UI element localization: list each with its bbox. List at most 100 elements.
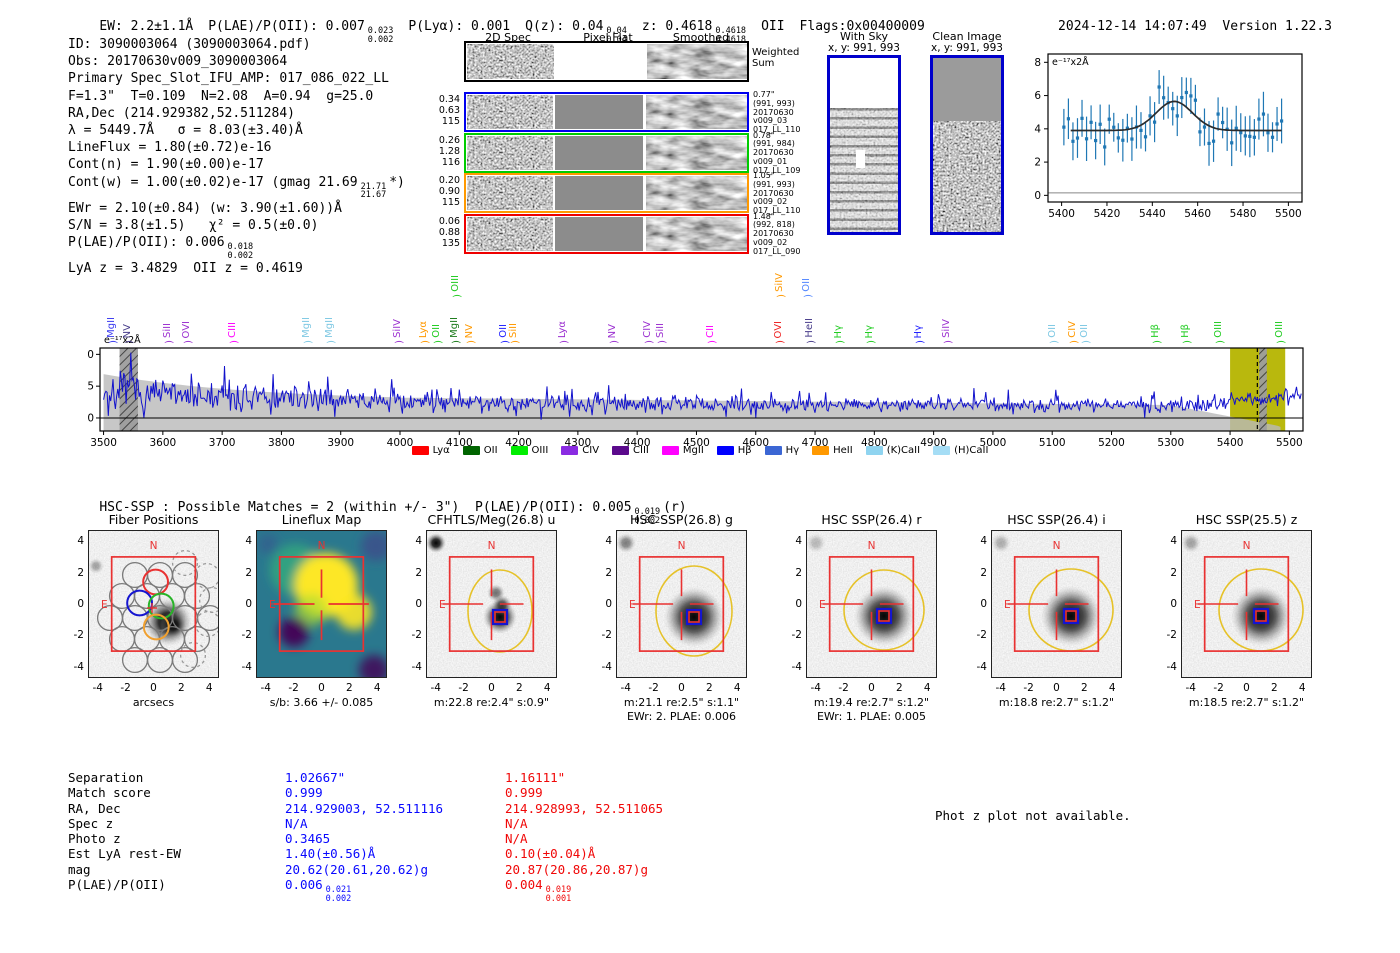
line-marker-Hγ: Hγ( xyxy=(832,324,845,344)
spec2d-weighted-strip xyxy=(464,41,749,82)
hsc-match-line: HSC-SSP : Possible Matches = 2 (within +… xyxy=(99,500,687,526)
line-marker-OII: OII( xyxy=(430,324,443,344)
cutout-ytick: 2 xyxy=(77,566,84,579)
cutout-xtick: 0 xyxy=(1243,682,1250,694)
cutout-caption-1: s/b: 3.66 +/- 0.085 xyxy=(269,696,374,709)
z-classification: OII xyxy=(761,19,785,34)
match-table-row: mag 20.62(20.61,20.62)g 20.87(20.86,20.87)… xyxy=(68,861,648,877)
cutout-ytick: 0 xyxy=(795,598,802,610)
cutout-caption-4: m:19.4 re:2.7" s:1.2" xyxy=(813,696,930,709)
svg-text:5300: 5300 xyxy=(1157,437,1184,449)
info-plae-poii: P(LAE)/P(OII): 0.006 0.018 0.002 xyxy=(68,235,254,261)
svg-text:N: N xyxy=(318,540,326,552)
line-marker-OIII: OIII( xyxy=(450,275,463,298)
qz-value: Q(z): 0.04 xyxy=(525,19,604,34)
svg-text:N: N xyxy=(868,540,876,552)
svg-text:e⁻¹⁷x2Å: e⁻¹⁷x2Å xyxy=(1052,56,1089,68)
cutout-title-5: HSC SSP(26.4) i xyxy=(1007,512,1106,527)
z-value: z: 0.4618 xyxy=(641,19,713,34)
svg-text:0: 0 xyxy=(1034,190,1041,202)
svg-text:E: E xyxy=(101,599,108,611)
line-fit-plot: 0 2 4 6 8 5400 5420 5440 5460 5480 5500 e⁻¹⁷x2Å xyxy=(1030,40,1320,240)
match-table-row: P(LAE)/P(OII) 0.006 0.021 0.002 0.004 0.019 0.… xyxy=(68,877,572,904)
svg-text:5000: 5000 xyxy=(980,437,1007,449)
legend-item-MgII: MgII xyxy=(661,445,704,456)
cutout-ytick: 2 xyxy=(245,566,252,579)
svg-text:N: N xyxy=(1243,540,1251,552)
cutout-ytick: -4 xyxy=(791,660,802,673)
cutout-xtick: -2 xyxy=(458,682,469,694)
svg-text:3500: 3500 xyxy=(90,437,117,449)
cutout-xtick: 0 xyxy=(488,682,495,694)
cutout-ytick: -2 xyxy=(73,629,84,642)
photz-note: Phot z plot not available. xyxy=(935,808,1131,823)
legend-item-(H)CaII: (H)CaII xyxy=(933,445,988,456)
svg-text:6: 6 xyxy=(1034,90,1041,102)
svg-text:E: E xyxy=(819,599,826,611)
line-marker-SiII: SiII( xyxy=(655,322,668,344)
header-meta: 2024-12-14 14:07:49 Version 1.22.3 xyxy=(1027,4,1332,49)
cutout-ytick: -2 xyxy=(411,629,422,642)
cutout-xtick: -4 xyxy=(260,682,271,694)
cutout-xtick: 4 xyxy=(373,682,381,694)
spec2d-col-title-2: Pixel Flat xyxy=(583,31,633,44)
cutout-ytick: 4 xyxy=(415,535,422,548)
flags-value: Flags:0x00400009 xyxy=(799,19,925,34)
cutout-ytick: 4 xyxy=(980,535,987,548)
pixel-flat-strip xyxy=(555,176,643,210)
line-marker-Hβ: Hβ( xyxy=(1180,324,1193,344)
cutout-xtick: 4 xyxy=(543,682,551,694)
cutout-xtick: 0 xyxy=(1053,682,1060,694)
clean-image-coords: x, y: 991, 993 xyxy=(931,42,1003,54)
cutout-xtick: 2 xyxy=(346,682,353,694)
cutout-ytick: 4 xyxy=(605,535,612,548)
svg-text:2: 2 xyxy=(1034,157,1041,169)
cutout-xtick: 4 xyxy=(205,682,213,694)
cutout-ytick: 2 xyxy=(605,566,612,579)
line-marker-CIII: CIII( xyxy=(226,322,239,344)
cutout-xtick: -4 xyxy=(620,682,631,694)
cutout-xtick: 0 xyxy=(868,682,875,694)
svg-text:0: 0 xyxy=(88,412,94,424)
svg-text:E: E xyxy=(269,599,276,611)
cutout-ytick: 4 xyxy=(795,535,802,548)
cutout-caption-6: m:18.5 re:2.7" s:1.2" xyxy=(1188,696,1305,709)
cutout-ytick: -4 xyxy=(1166,660,1177,673)
svg-text:4: 4 xyxy=(1034,123,1041,135)
svg-text:E: E xyxy=(1004,599,1011,611)
svg-text:N: N xyxy=(678,540,686,552)
line-marker-SiII: SiII( xyxy=(508,322,521,344)
cutout-xtick: 0 xyxy=(678,682,685,694)
cutout-xtick: -4 xyxy=(1185,682,1196,694)
line-marker-SiIV: SiIV( xyxy=(774,273,787,298)
svg-text:4000: 4000 xyxy=(387,437,414,449)
cutout-caption-0: arcsecs xyxy=(132,696,175,709)
cutout-caption2-4: EWr: 1. PLAE: 0.005 xyxy=(816,710,927,723)
svg-text:e⁻¹⁷x2Å: e⁻¹⁷x2Å xyxy=(104,334,141,346)
pixel-flat-strip xyxy=(555,216,643,251)
pixel-flat-strip xyxy=(555,95,643,129)
svg-text:5: 5 xyxy=(88,381,94,393)
line-marker-SiII: SiII( xyxy=(162,322,175,344)
cutout-xtick: 2 xyxy=(1271,682,1278,694)
svg-text:5500: 5500 xyxy=(1276,437,1303,449)
info-cont-w: Cont(w) = 1.00(±0.02)e-17 (gmag 21.69 21.… xyxy=(68,174,405,201)
cutout-xtick: 2 xyxy=(896,682,903,694)
cutout-ytick: -4 xyxy=(241,660,252,673)
info-radec: RA,Dec (214.929382,52.511284) xyxy=(68,105,295,121)
cutout-xtick: 0 xyxy=(318,682,325,694)
line-marker-SiIV: SiIV( xyxy=(941,319,954,344)
line-marker-CII: CII( xyxy=(704,325,717,344)
svg-text:10: 10 xyxy=(88,349,94,361)
svg-text:5480: 5480 xyxy=(1230,208,1257,220)
svg-text:3700: 3700 xyxy=(209,437,236,449)
info-fiber-stats: F=1.3" T=0.109 N=2.08 A=0.94 g=25.0 xyxy=(68,88,374,104)
cutout-xtick: -4 xyxy=(810,682,821,694)
cutout-ytick: 2 xyxy=(980,566,987,579)
info-cont-n: Cont(n) = 1.90(±0.00)e-17 xyxy=(68,157,264,173)
cutout-caption-3: m:21.1 re:2.5" s:1.1" xyxy=(623,696,740,709)
legend-item-Lyα: Lyα xyxy=(411,445,450,456)
cutout-xtick: 4 xyxy=(1108,682,1116,694)
